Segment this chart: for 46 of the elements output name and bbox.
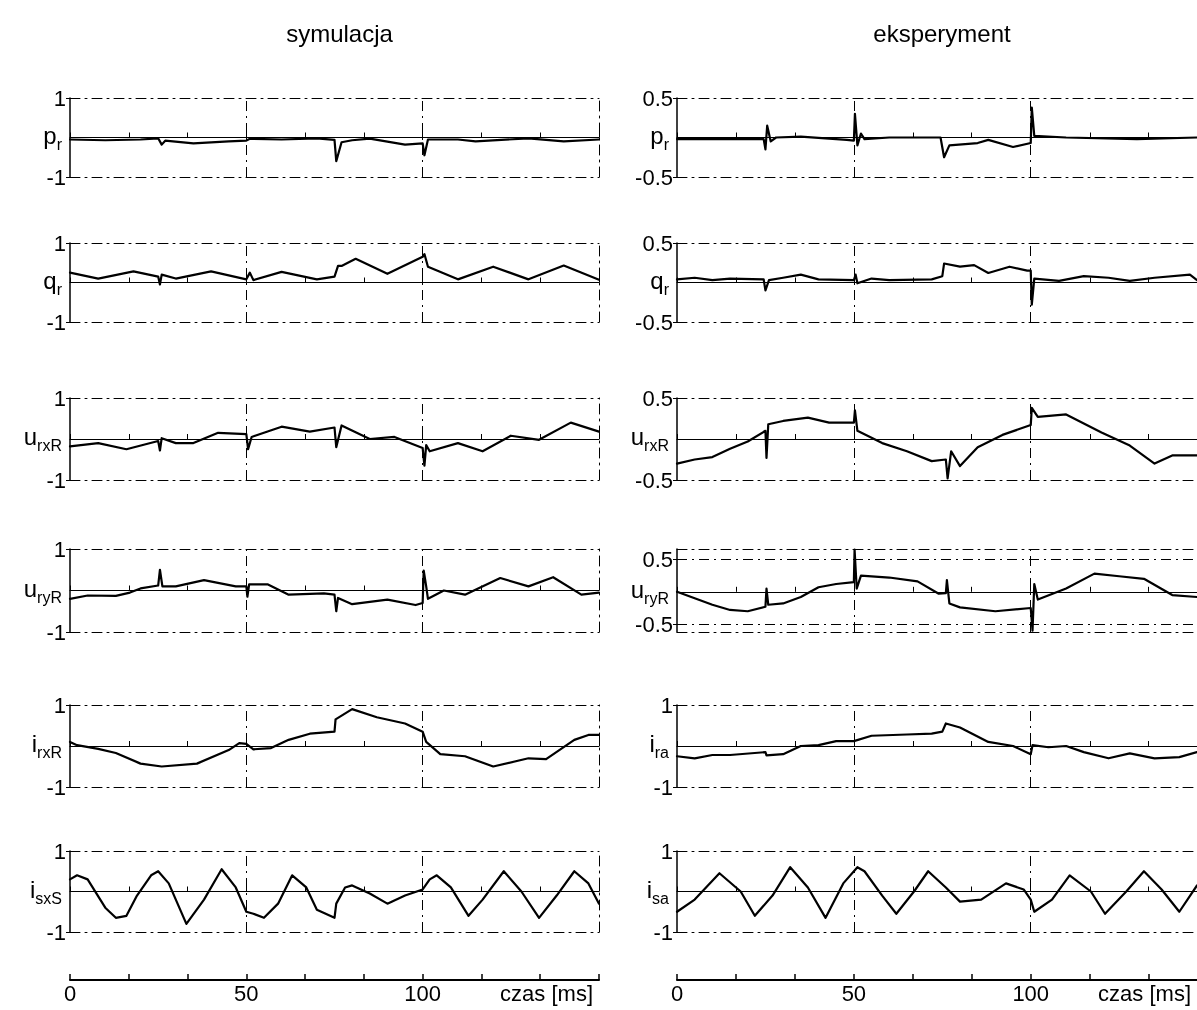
y-tick-label: -1 <box>46 619 66 645</box>
y-tick-label: 1 <box>660 838 673 864</box>
chart-title: eksperyment <box>873 19 1012 47</box>
y-tick-label: -1 <box>653 774 673 800</box>
y-tick-label: 0.5 <box>642 546 673 572</box>
y-tick-label: 1 <box>53 385 66 411</box>
y-axis-title: i$_{rxR}$ <box>31 730 62 763</box>
y-tick-label: 0.5 <box>642 385 673 411</box>
y-axis-title: p$_{r}$ <box>43 121 62 155</box>
y-tick-label: 0.5 <box>642 85 673 111</box>
x-tick-label: 50 <box>841 980 867 1006</box>
y-tick-label: -0.5 <box>635 611 673 637</box>
y-tick-label: 1 <box>660 692 673 718</box>
y-axis-title: u$_{ryR}$ <box>630 575 669 609</box>
y-tick-label: -0.5 <box>635 309 673 335</box>
x-tick-label: 0 <box>63 980 77 1006</box>
y-axis-title: i$_{sa}$ <box>646 875 669 909</box>
chart-title: symulacja <box>286 19 394 47</box>
y-tick-label: -1 <box>46 919 66 945</box>
y-tick-label: -1 <box>46 467 66 493</box>
x-tick-label: 50 <box>234 980 259 1006</box>
y-axis-title: u$_{rxR}$ <box>630 423 669 456</box>
y-axis-title: p$_{r}$ <box>650 121 669 155</box>
y-axis-title: u$_{ryR}$ <box>23 574 62 608</box>
y-tick-label: -0.5 <box>635 467 673 493</box>
y-tick-label: 1 <box>53 838 66 864</box>
x-tick-label: 100 <box>1012 980 1050 1006</box>
y-tick-label: 1 <box>53 230 66 256</box>
y-axis-title: q$_{r}$ <box>650 266 669 300</box>
y-tick-label: 1 <box>53 692 66 718</box>
x-tick-label: 100 <box>404 980 442 1006</box>
y-tick-label: -1 <box>46 774 66 800</box>
y-axis-title: i$_{sxS}$ <box>29 875 62 909</box>
y-tick-label: 0.5 <box>642 230 673 256</box>
y-tick-label: -1 <box>653 919 673 945</box>
y-tick-label: -1 <box>46 164 66 190</box>
y-axis-title: q$_{r}$ <box>43 266 62 300</box>
x-axis-title: czas [ms] <box>1098 980 1191 1006</box>
y-tick-label: -1 <box>46 309 66 335</box>
x-axis-title: czas [ms] <box>500 980 593 1006</box>
y-tick-label: -0.5 <box>635 164 673 190</box>
x-tick-label: 0 <box>670 980 684 1006</box>
y-axis-title: i$_{ra}$ <box>649 730 669 763</box>
y-axis-title: u$_{rxR}$ <box>23 423 62 456</box>
y-tick-label: 1 <box>53 536 66 562</box>
y-tick-label: 1 <box>53 85 66 111</box>
